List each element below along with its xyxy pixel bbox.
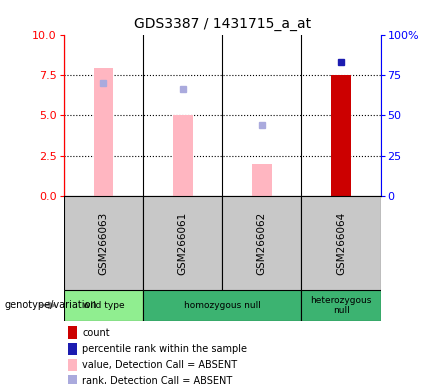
Bar bbox=[301, 196, 381, 290]
Bar bbox=[252, 164, 272, 196]
Bar bbox=[331, 75, 351, 196]
Bar bbox=[68, 359, 77, 371]
Bar bbox=[301, 290, 381, 321]
Text: percentile rank within the sample: percentile rank within the sample bbox=[82, 344, 247, 354]
Bar bbox=[64, 290, 143, 321]
Bar bbox=[93, 68, 114, 196]
Text: count: count bbox=[82, 328, 110, 338]
Title: GDS3387 / 1431715_a_at: GDS3387 / 1431715_a_at bbox=[134, 17, 311, 31]
Bar bbox=[143, 290, 301, 321]
Bar bbox=[222, 196, 301, 290]
Text: GSM266064: GSM266064 bbox=[336, 211, 346, 275]
Bar bbox=[64, 196, 143, 290]
Text: homozygous null: homozygous null bbox=[184, 301, 260, 310]
Text: GSM266063: GSM266063 bbox=[99, 211, 108, 275]
Bar bbox=[143, 196, 222, 290]
Bar bbox=[68, 375, 77, 384]
Text: value, Detection Call = ABSENT: value, Detection Call = ABSENT bbox=[82, 360, 238, 370]
Bar bbox=[68, 343, 77, 355]
Text: heterozygous
null: heterozygous null bbox=[310, 296, 372, 315]
Text: GSM266061: GSM266061 bbox=[178, 211, 187, 275]
Text: genotype/variation: genotype/variation bbox=[4, 300, 97, 310]
Bar bbox=[68, 326, 77, 339]
Text: wild type: wild type bbox=[83, 301, 124, 310]
Text: rank, Detection Call = ABSENT: rank, Detection Call = ABSENT bbox=[82, 376, 232, 384]
Text: GSM266062: GSM266062 bbox=[257, 211, 267, 275]
Bar bbox=[172, 115, 193, 196]
